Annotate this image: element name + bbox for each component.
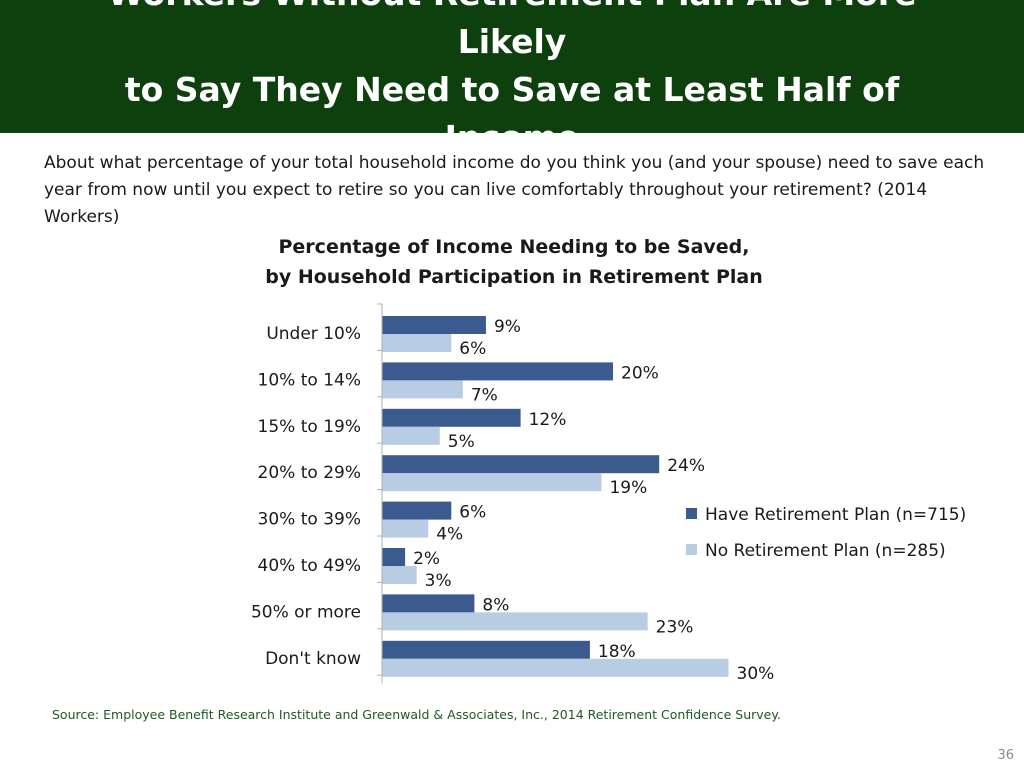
bar	[382, 408, 521, 427]
legend-label: Have Retirement Plan (n=715)	[705, 505, 966, 525]
bar	[382, 455, 660, 474]
category-label: 20% to 29%	[258, 463, 361, 483]
chart-title-line-2: by Household Participation in Retirement…	[265, 266, 763, 288]
legend-label: No Retirement Plan (n=285)	[705, 541, 946, 561]
category-label: 30% to 39%	[258, 510, 361, 530]
data-label: 30%	[737, 664, 775, 684]
category-label: 15% to 19%	[258, 417, 361, 437]
header-banner: Workers Without Retirement Plan Are More…	[0, 0, 1024, 157]
bar	[382, 380, 463, 399]
category-label: 50% or more	[251, 602, 361, 622]
legend-swatch	[686, 508, 697, 519]
data-label: 12%	[529, 410, 567, 430]
category-label: 10% to 14%	[258, 370, 361, 390]
chart-title-line-1: Percentage of Income Needing to be Saved…	[278, 236, 750, 258]
data-label: 19%	[609, 478, 647, 498]
bar	[382, 548, 406, 566]
bar	[382, 334, 452, 352]
bar	[382, 640, 590, 659]
data-label: 5%	[448, 432, 475, 452]
bar	[382, 501, 452, 520]
survey-question: About what percentage of your total hous…	[44, 153, 985, 227]
data-label: 7%	[471, 385, 498, 405]
page-title-line-2: to Say They Need to Save at Least Half o…	[124, 69, 900, 157]
legend-swatch	[686, 544, 697, 555]
category-label: Under 10%	[266, 324, 361, 344]
bar	[382, 316, 486, 334]
bar	[382, 594, 475, 613]
source-note: Source: Employee Benefit Research Instit…	[52, 707, 781, 722]
data-label: 6%	[459, 339, 486, 359]
bar	[382, 473, 602, 492]
page-title-line-1: Workers Without Retirement Plan Are More…	[107, 0, 916, 61]
data-label: 9%	[494, 317, 521, 337]
data-label: 3%	[425, 571, 452, 591]
data-label: 6%	[459, 503, 486, 523]
category-label: Don't know	[265, 649, 361, 669]
bar	[382, 426, 440, 445]
bar	[382, 612, 648, 631]
bar	[382, 566, 417, 584]
data-label: 23%	[656, 617, 694, 637]
page-title: Workers Without Retirement Plan Are More…	[62, 0, 962, 162]
category-label: 40% to 49%	[258, 556, 361, 576]
data-label: 8%	[482, 595, 509, 615]
chart-title: Percentage of Income Needing to be Saved…	[230, 232, 798, 292]
data-label: 18%	[598, 642, 636, 662]
bar	[382, 658, 729, 677]
page-number: 36	[997, 748, 1014, 763]
data-label: 4%	[436, 525, 463, 545]
data-label: 24%	[667, 456, 705, 476]
bar	[382, 362, 613, 381]
data-label: 20%	[621, 363, 659, 383]
bar	[382, 519, 429, 538]
data-label: 2%	[413, 549, 440, 569]
